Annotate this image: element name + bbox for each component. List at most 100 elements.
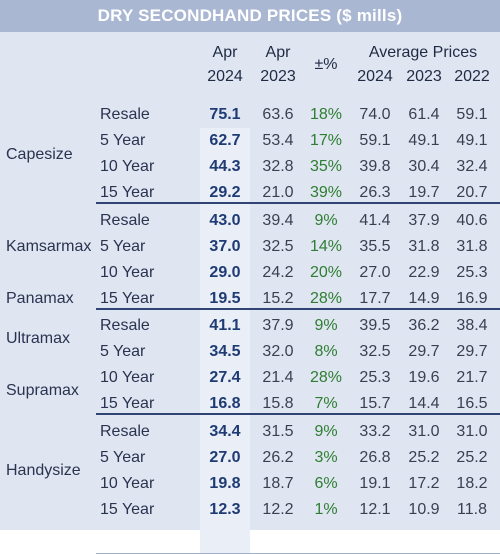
pct-change-value: 20% [309, 264, 343, 281]
apr-2024-value: 41.1 [209, 317, 241, 334]
avg-2022-value: 40.6 [456, 212, 488, 229]
age-label: 5 Year [100, 238, 146, 255]
pct-change-value: 9% [314, 212, 338, 229]
apr-2023-value: 39.4 [262, 212, 294, 229]
vessel-label-supramax: Supramax [6, 382, 79, 399]
apr-2023-value: 12.2 [262, 501, 294, 518]
header-average-prices: Average Prices [368, 44, 478, 61]
avg-2024-value: 15.7 [359, 395, 391, 412]
table-row: 15 Year 19.5 15.2 28% 17.7 14.9 16.9 [0, 286, 500, 312]
age-label: 10 Year [100, 158, 155, 175]
vessel-label-ultramax: Ultramax [6, 330, 71, 347]
apr-2023-value: 15.8 [262, 395, 294, 412]
pct-change-value: 28% [309, 290, 343, 307]
vessel-label-panamax: Panamax [6, 290, 74, 307]
apr-2023-value: 18.7 [262, 475, 294, 492]
apr-2023-value: 21.4 [262, 369, 294, 386]
table-row: Resale 41.1 37.9 9% 39.5 36.2 38.4 [0, 313, 500, 339]
table-row: 10 Year 29.0 24.2 20% 27.0 22.9 25.3 [0, 260, 500, 286]
avg-2024-value: 32.5 [359, 343, 391, 360]
avg-2023-value: 19.7 [408, 184, 440, 201]
apr-2024-value: 29.2 [209, 184, 241, 201]
avg-2024-value: 26.3 [359, 184, 391, 201]
table-row: 5 Year 62.7 53.4 17% 59.1 49.1 49.1 [0, 128, 500, 154]
group-separator [96, 202, 500, 204]
apr-2024-highlight-column [200, 128, 250, 554]
table-row: Resale 43.0 39.4 9% 41.4 37.9 40.6 [0, 208, 500, 234]
apr-2024-value: 12.3 [209, 501, 241, 518]
avg-2023-value: 37.9 [408, 212, 440, 229]
avg-2024-value: 27.0 [359, 264, 391, 281]
apr-2023-value: 63.6 [262, 106, 294, 123]
age-label: Resale [100, 106, 150, 123]
pct-change-value: 35% [309, 158, 343, 175]
table-row: 5 Year 34.5 32.0 8% 32.5 29.7 29.7 [0, 339, 500, 365]
avg-2023-value: 29.7 [408, 343, 440, 360]
avg-2023-value: 30.4 [408, 158, 440, 175]
avg-2023-value: 25.2 [408, 449, 440, 466]
apr-2024-value: 62.7 [209, 132, 241, 149]
pct-change-value: 17% [309, 132, 343, 149]
vessel-label-handysize: Handysize [6, 462, 81, 479]
avg-2023-value: 31.8 [408, 238, 440, 255]
apr-2024-value: 34.4 [209, 423, 241, 440]
apr-2023-value: 24.2 [262, 264, 294, 281]
avg-2023-value: 14.4 [408, 395, 440, 412]
header-avg-2024: 2024 [357, 68, 393, 85]
header-pct-change: ±% [314, 56, 338, 73]
header-apr-2024-bottom: 2024 [207, 68, 243, 85]
table-row: 5 Year 27.0 26.2 3% 26.8 25.2 25.2 [0, 445, 500, 471]
avg-2022-value: 29.7 [456, 343, 488, 360]
age-label: 10 Year [100, 264, 155, 281]
pct-change-value: 1% [314, 501, 338, 518]
avg-2022-value: 21.7 [456, 369, 488, 386]
apr-2023-value: 32.0 [262, 343, 294, 360]
pct-change-value: 3% [314, 449, 338, 466]
age-label: Resale [100, 212, 150, 229]
pct-change-value: 7% [314, 395, 338, 412]
avg-2023-value: 61.4 [408, 106, 440, 123]
table-row: 5 Year 37.0 32.5 14% 35.5 31.8 31.8 [0, 234, 500, 260]
header-avg-2023: 2023 [406, 68, 442, 85]
table-row: 10 Year 44.3 32.8 35% 39.8 30.4 32.4 [0, 154, 500, 180]
pct-change-value: 8% [314, 343, 338, 360]
pct-change-value: 14% [309, 238, 343, 255]
avg-2024-value: 35.5 [359, 238, 391, 255]
avg-2023-value: 19.6 [408, 369, 440, 386]
group-separator [96, 308, 500, 310]
apr-2024-value: 43.0 [209, 212, 241, 229]
table-row: 15 Year 16.8 15.8 7% 15.7 14.4 16.5 [0, 391, 500, 417]
avg-2023-value: 10.9 [408, 501, 440, 518]
table-row: Resale 34.4 31.5 9% 33.2 31.0 31.0 [0, 419, 500, 445]
pct-change-value: 18% [309, 106, 343, 123]
apr-2023-value: 15.2 [262, 290, 294, 307]
apr-2024-value: 44.3 [209, 158, 241, 175]
apr-2024-value: 19.5 [209, 290, 241, 307]
vessel-label-capesize: Capesize [6, 146, 73, 163]
vessel-label-kamsarmax: Kamsarmax [6, 238, 92, 255]
apr-2024-value: 27.4 [209, 369, 241, 386]
avg-2024-value: 41.4 [359, 212, 391, 229]
age-label: 10 Year [100, 369, 155, 386]
avg-2022-value: 16.9 [456, 290, 488, 307]
apr-2023-value: 26.2 [262, 449, 294, 466]
avg-2022-value: 31.0 [456, 423, 488, 440]
avg-2022-value: 25.3 [456, 264, 488, 281]
table-row: 15 Year 29.2 21.0 39% 26.3 19.7 20.7 [0, 180, 500, 206]
apr-2024-value: 29.0 [209, 264, 241, 281]
avg-2023-value: 17.2 [408, 475, 440, 492]
avg-2024-value: 26.8 [359, 449, 391, 466]
avg-2022-value: 16.5 [456, 395, 488, 412]
age-label: 5 Year [100, 132, 146, 149]
avg-2023-value: 22.9 [408, 264, 440, 281]
pct-change-value: 9% [314, 423, 338, 440]
table-row: 15 Year 12.3 12.2 1% 12.1 10.9 11.8 [0, 497, 500, 523]
avg-2024-value: 59.1 [359, 132, 391, 149]
avg-2024-value: 25.3 [359, 369, 391, 386]
avg-2022-value: 18.2 [456, 475, 488, 492]
avg-2024-value: 19.1 [359, 475, 391, 492]
apr-2024-value: 27.0 [209, 449, 241, 466]
age-label: 15 Year [100, 395, 155, 412]
age-label: 5 Year [100, 343, 146, 360]
